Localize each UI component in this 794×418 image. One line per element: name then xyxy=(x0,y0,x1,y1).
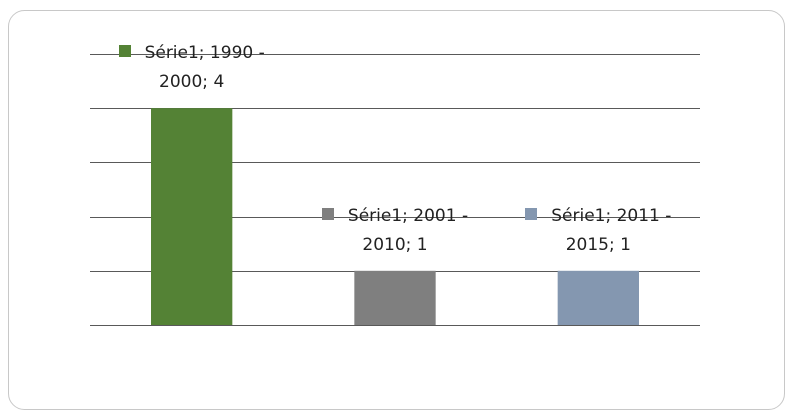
data-label-box: Série1; 1990 - 2000; 4 xyxy=(107,39,277,97)
legend-key xyxy=(321,207,334,220)
data-label-box: Série1; 2001 - 2010; 1 xyxy=(310,202,480,260)
bar xyxy=(557,270,639,325)
legend-key xyxy=(525,207,538,220)
data-label-box: Série1; 2011 - 2015; 1 xyxy=(513,202,683,260)
bar xyxy=(354,270,436,325)
data-label: Série1; 2011 - 2015; 1 xyxy=(551,205,672,255)
bar xyxy=(151,108,233,325)
data-label: Série1; 1990 - 2000; 4 xyxy=(144,43,265,93)
legend-key xyxy=(118,45,131,58)
data-label: Série1; 2001 - 2010; 1 xyxy=(347,205,469,255)
